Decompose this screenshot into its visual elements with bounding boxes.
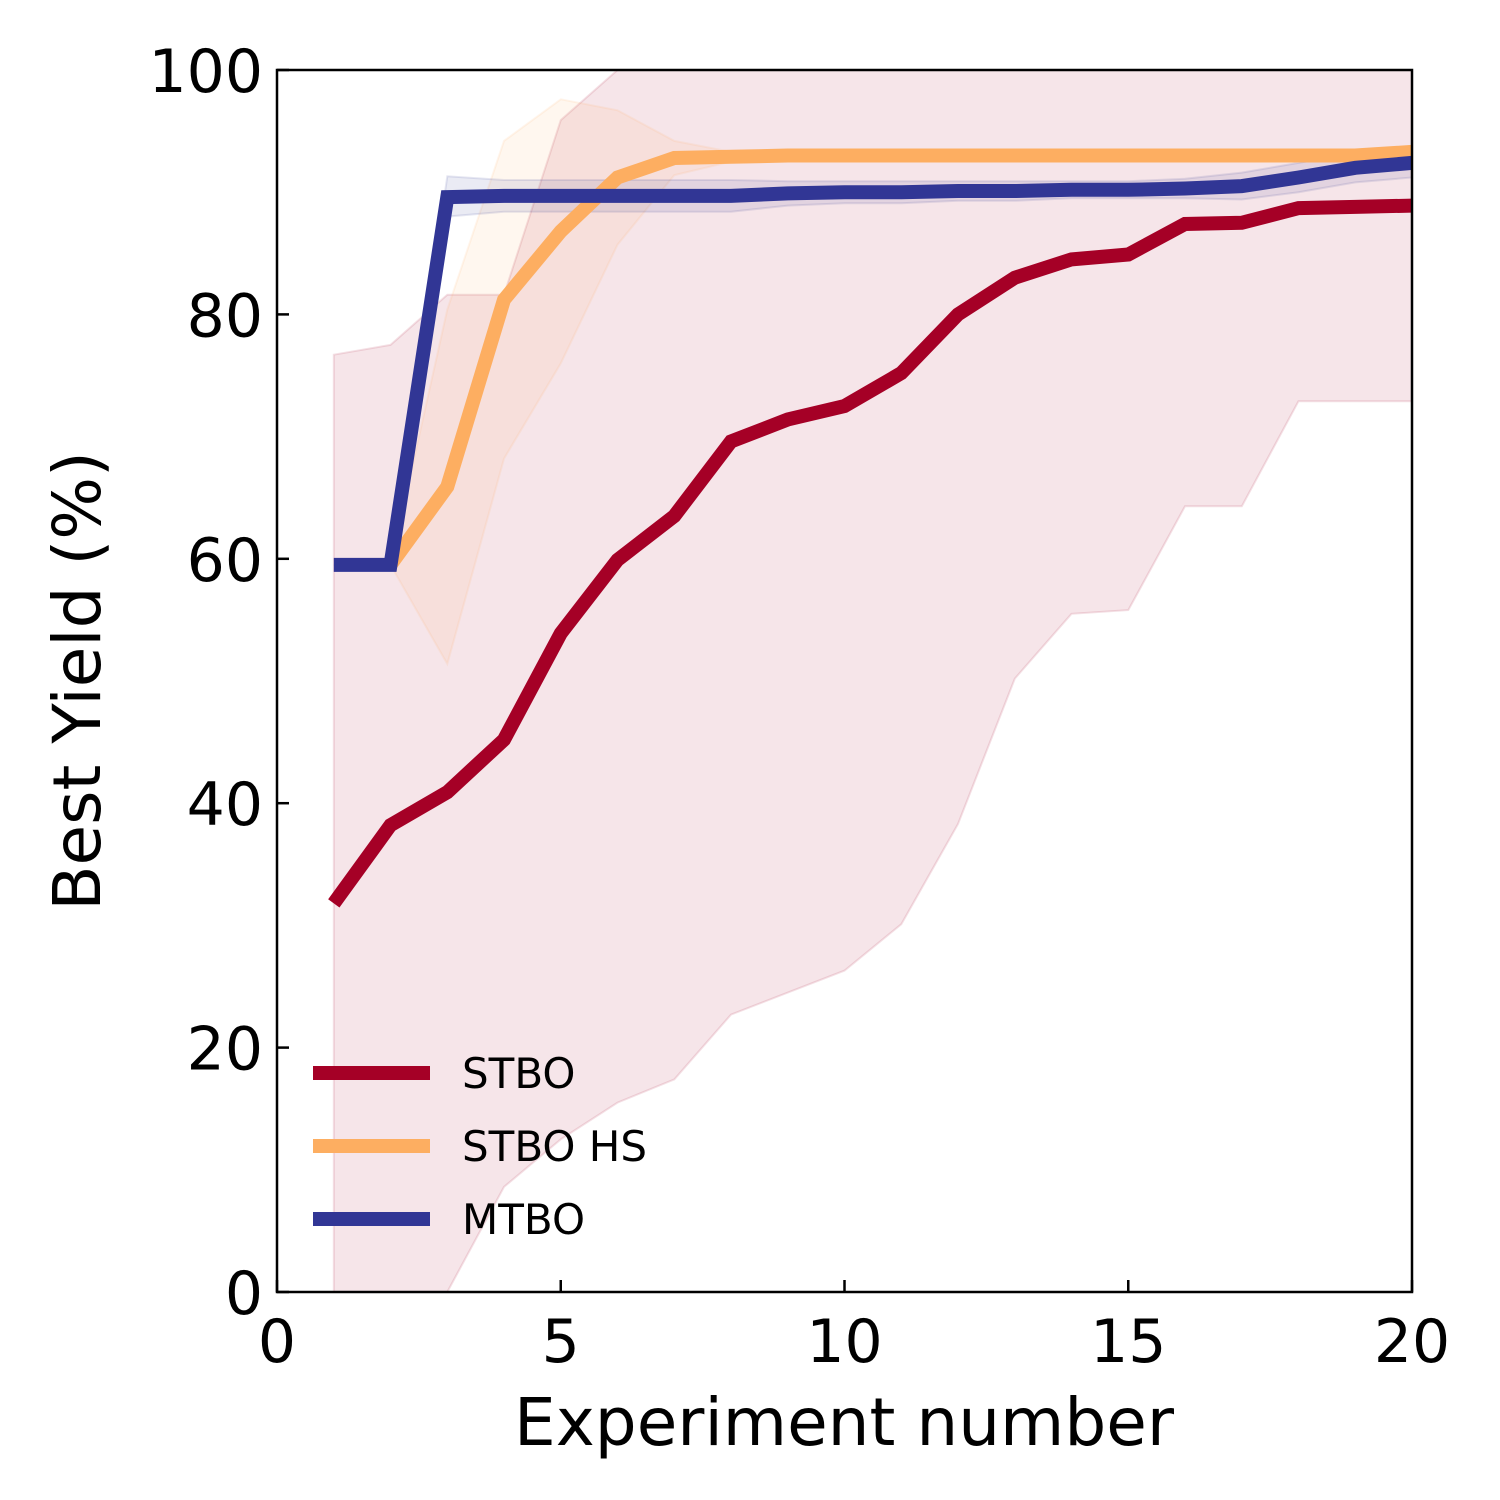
legend-label: MTBO — [462, 1195, 585, 1244]
legend: STBO STBO HS MTBO — [313, 1049, 647, 1244]
x-axis-title: Experiment number — [514, 1384, 1175, 1461]
x-tick-label: 5 — [542, 1307, 580, 1377]
y-axis-title: Best Yield (%) — [39, 451, 116, 910]
y-tick-label: 100 — [148, 37, 263, 107]
y-tick-label: 80 — [187, 281, 263, 351]
y-tick-label: 60 — [187, 526, 263, 596]
x-tick-label: 20 — [1374, 1307, 1450, 1377]
legend-label: STBO — [462, 1049, 575, 1098]
x-tick-label: 0 — [258, 1307, 296, 1377]
x-axis: 0 5 10 15 20 — [258, 1280, 1450, 1377]
x-tick-label: 15 — [1090, 1307, 1166, 1377]
series-line-mtbo — [333, 155, 1413, 572]
y-tick-label: 20 — [187, 1015, 263, 1085]
x-tick-label: 10 — [806, 1307, 882, 1377]
y-tick-label: 40 — [187, 770, 263, 840]
y-axis: 0 20 40 60 80 100 — [148, 37, 289, 1329]
series-lines — [328, 144, 1413, 908]
legend-label: STBO HS — [462, 1122, 647, 1171]
y-tick-label: 0 — [225, 1259, 263, 1329]
series-line-stbo — [328, 198, 1413, 908]
confidence-bands — [332, 69, 1413, 1293]
series-line-stbo-hs — [384, 144, 1413, 570]
